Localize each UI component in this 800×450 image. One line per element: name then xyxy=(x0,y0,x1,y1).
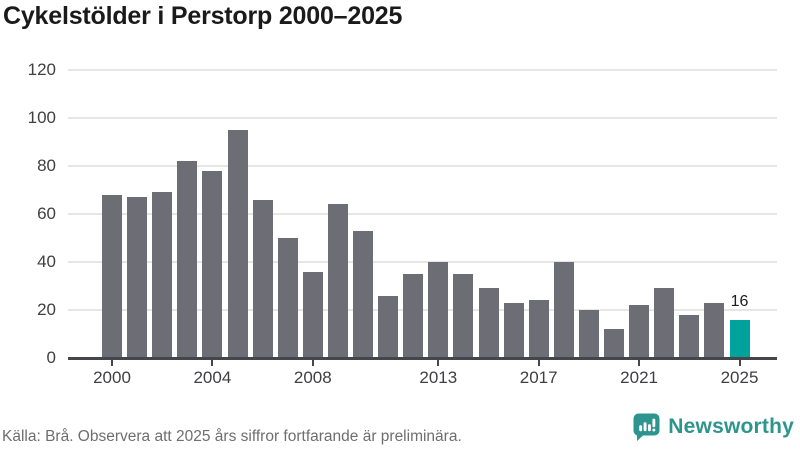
source-note: Källa: Brå. Observera att 2025 års siffr… xyxy=(2,428,462,445)
footer: Källa: Brå. Observera att 2025 års siffr… xyxy=(0,410,800,450)
bar-2000 xyxy=(102,194,122,358)
y-tick-label-20: 20 xyxy=(37,300,56,319)
bar-2013 xyxy=(428,262,449,358)
brand-logo[interactable]: Newsworthy xyxy=(632,412,794,442)
bar-2004 xyxy=(202,170,223,358)
x-tick-label-2000: 2000 xyxy=(93,368,131,387)
brand-name: Newsworthy xyxy=(668,415,794,438)
bar-2002 xyxy=(152,192,173,358)
x-tick-2017 xyxy=(537,360,540,366)
bar-2024 xyxy=(704,302,725,358)
x-tick-2004 xyxy=(211,360,214,366)
x-axis-line xyxy=(68,357,777,360)
x-tick-label-2017: 2017 xyxy=(519,368,558,387)
bar-2008 xyxy=(302,271,323,358)
x-tick-label-2013: 2013 xyxy=(419,368,458,387)
y-tick-label-80: 80 xyxy=(37,156,56,175)
bar-2023 xyxy=(679,314,700,358)
chart-title: Cykelstölder i Perstorp 2000–2025 xyxy=(3,2,403,30)
bar-value-label: 16 xyxy=(730,292,749,310)
y-tick-label-40: 40 xyxy=(37,252,56,271)
bar-2020 xyxy=(604,329,624,358)
x-tick-2008 xyxy=(311,360,314,366)
bar-2025 xyxy=(729,319,750,358)
bar-2012 xyxy=(403,274,424,358)
bar-2009 xyxy=(327,204,348,358)
bar-2003 xyxy=(177,161,198,358)
bar-2005 xyxy=(227,130,248,358)
x-tick-label-2004: 2004 xyxy=(193,368,232,387)
bar-2021 xyxy=(629,305,650,358)
x-tick-label-2021: 2021 xyxy=(620,368,658,387)
bar-2016 xyxy=(503,302,524,358)
bar-2006 xyxy=(252,199,273,358)
y-tick-label-100: 100 xyxy=(27,108,56,127)
y-tick-label-60: 60 xyxy=(37,204,56,223)
x-tick-2021 xyxy=(638,360,641,366)
bar-2015 xyxy=(478,288,499,358)
x-tick-2013 xyxy=(437,360,440,366)
bar-2007 xyxy=(277,238,298,358)
plot-area: 0 20 40 60 80 100 120 2000 2004 2008 2013 2017 2021… xyxy=(27,60,777,387)
bar-2014 xyxy=(453,274,474,358)
bar-2011 xyxy=(378,295,399,358)
bar-2010 xyxy=(353,230,373,358)
gridline-60 xyxy=(68,213,777,215)
gridline-40 xyxy=(68,261,777,263)
x-tick-2025 xyxy=(738,360,741,366)
x-tick-label-2008: 2008 xyxy=(293,368,332,387)
bar-2017 xyxy=(528,300,549,358)
gridline-100 xyxy=(68,117,777,119)
bar-2019 xyxy=(578,310,599,358)
bar-2022 xyxy=(654,288,675,358)
bar-2018 xyxy=(553,262,574,358)
newsworthy-icon xyxy=(632,412,661,442)
y-tick-label-120: 120 xyxy=(27,60,56,79)
gridline-80 xyxy=(68,165,777,167)
bar-2001 xyxy=(127,197,148,358)
gridline-120 xyxy=(68,69,777,71)
x-tick-2000 xyxy=(111,360,113,366)
x-tick-label-2025: 2025 xyxy=(720,368,759,387)
y-tick-label-0: 0 xyxy=(46,348,56,367)
